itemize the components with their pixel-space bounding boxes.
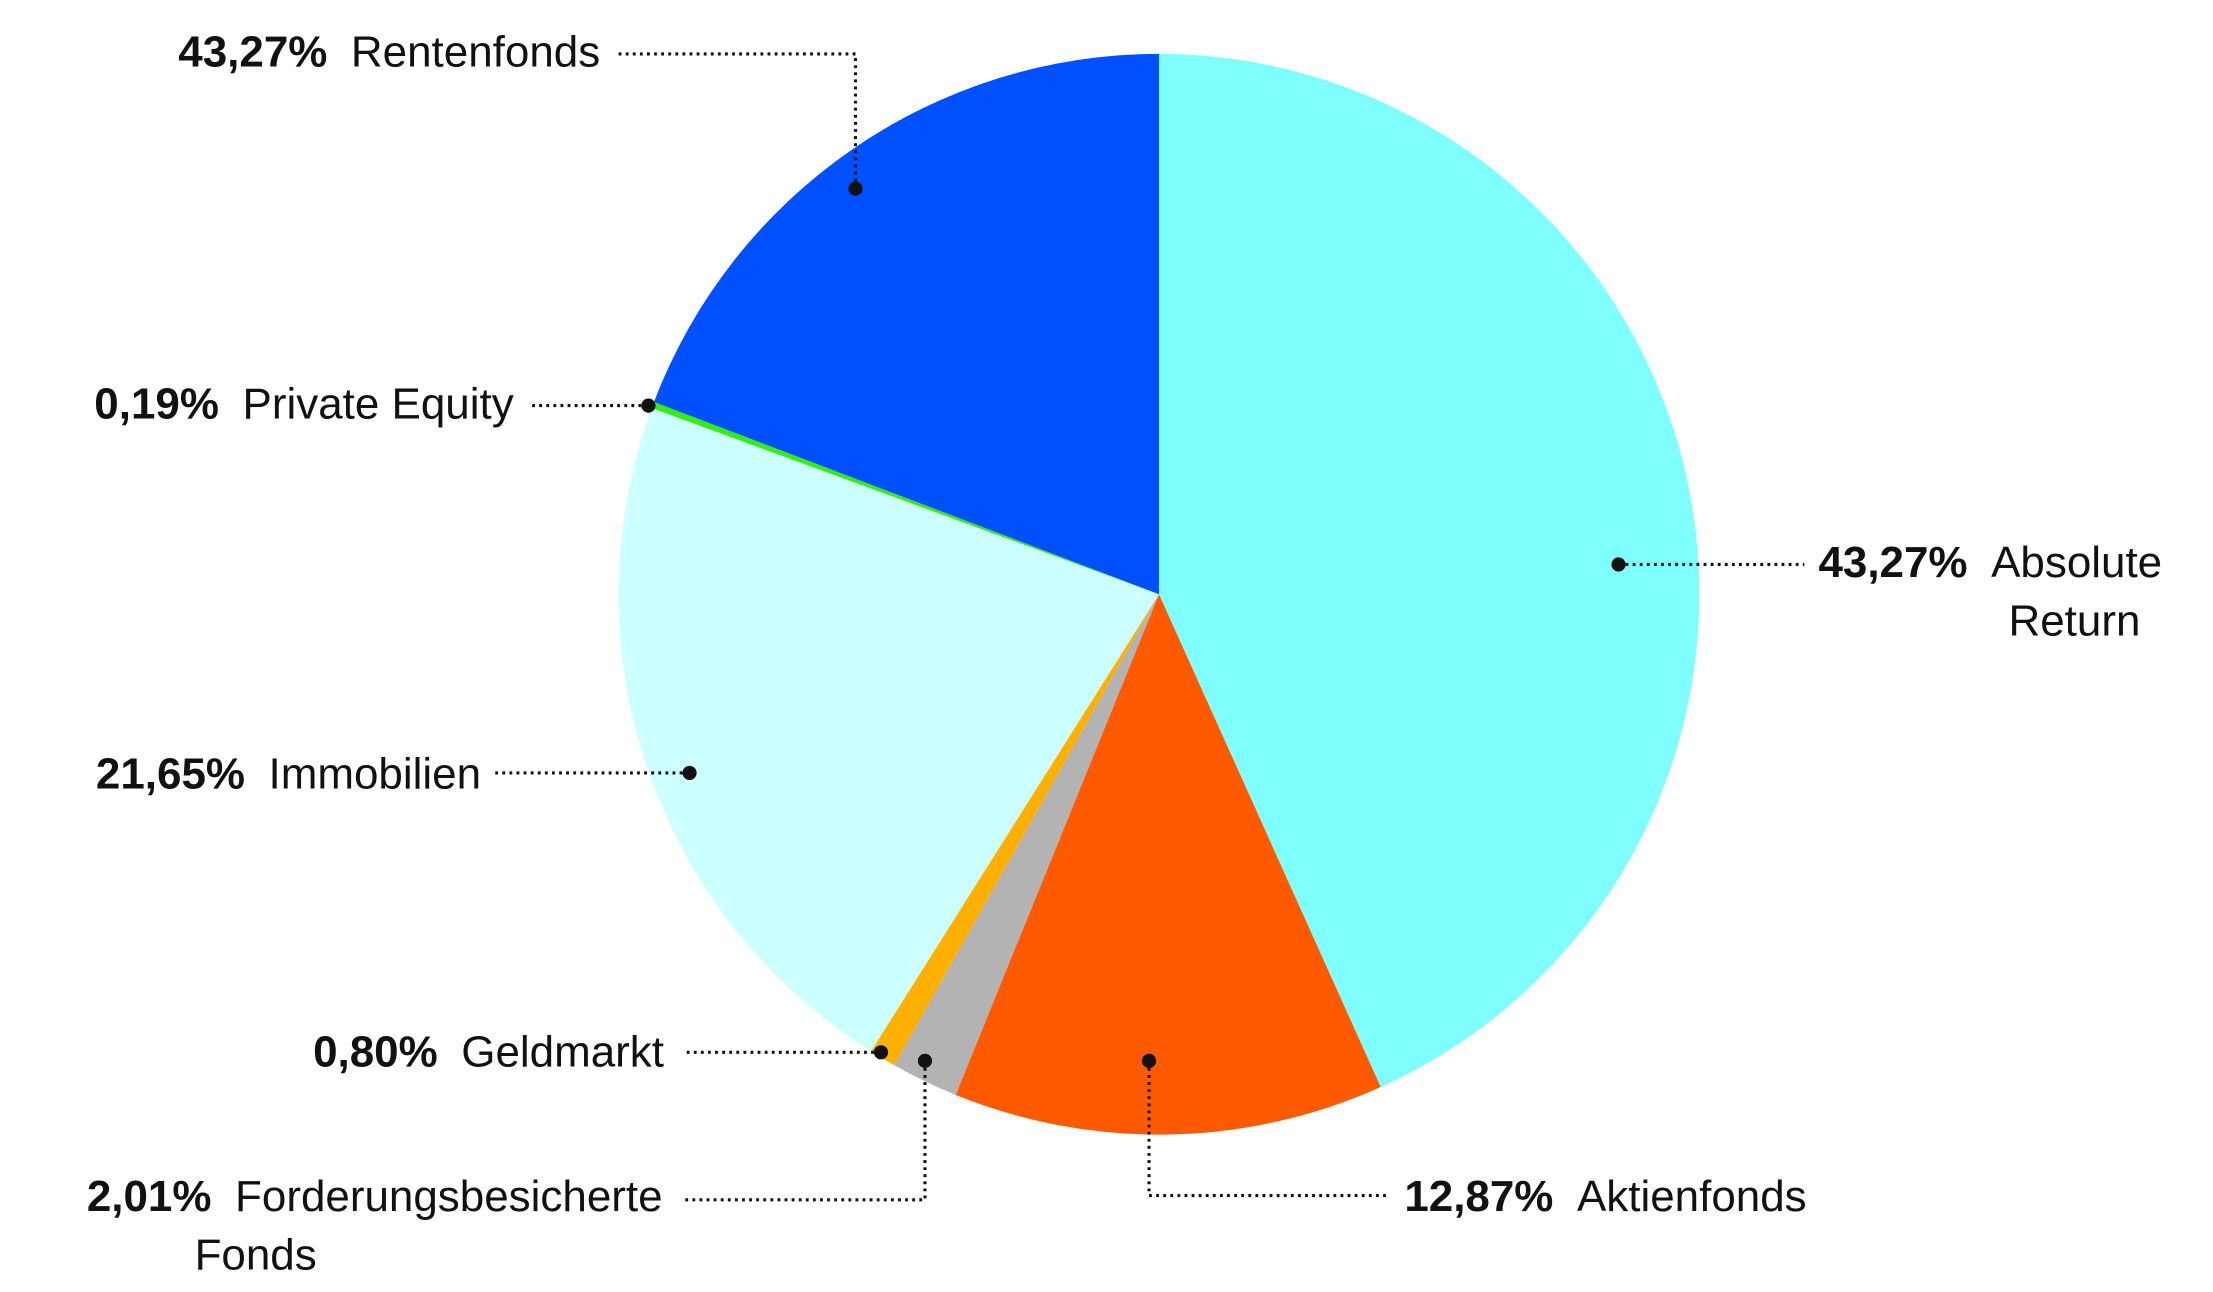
pie-slice-geldmarkt <box>870 594 1159 1066</box>
label-value: 0,80% <box>313 1028 438 1077</box>
label-value: 21,65% <box>96 750 245 799</box>
label-name: Absolute <box>1991 538 2162 587</box>
label-name: Private Equity <box>243 379 514 428</box>
label-value: 43,27% <box>1818 538 1967 587</box>
leader-forderungsbesicherte <box>685 1060 927 1202</box>
marker-private-equity <box>641 398 656 413</box>
label-absolute-return-line2: Return <box>2008 596 2140 645</box>
leader-lines <box>495 52 1805 1202</box>
marker-aktienfonds <box>1141 1053 1157 1068</box>
label-name: Aktienfonds <box>1577 1172 1807 1221</box>
pie-slice-forderungsbesicherte-fonds <box>894 594 1159 1095</box>
label-value: 2,01% <box>87 1172 212 1221</box>
label-value: 43,27% <box>178 28 327 77</box>
pie-slices <box>618 53 1700 1135</box>
label-aktienfonds: 12,87% Aktienfonds <box>1404 1172 1806 1221</box>
marker-forderungsbesicherte <box>917 1053 933 1068</box>
label-name: Rentenfonds <box>351 28 600 77</box>
label-name: Geldmarkt <box>461 1028 664 1077</box>
pie-slice-immobilien <box>618 408 1159 1052</box>
pie-slice-rentenfonds <box>653 53 1159 595</box>
label-geldmarkt: 0,80% Geldmarkt <box>313 1028 664 1077</box>
label-rentenfonds: 43,27% Rentenfonds <box>178 28 600 77</box>
label-immobilien: 21,65% Immobilien <box>96 750 481 799</box>
pie-slice-private-equity <box>651 401 1159 595</box>
label-forderungsbesicherte: 2,01% Forderungsbesicherte <box>87 1172 663 1221</box>
label-name: Immobilien <box>269 750 482 799</box>
marker-rentenfonds <box>848 181 863 196</box>
label-value: 0,19% <box>94 379 219 428</box>
leader-aktienfonds <box>1147 1060 1388 1198</box>
label-name: Forderungsbesicherte <box>235 1172 663 1221</box>
label-private-equity: 0,19% Private Equity <box>94 379 513 428</box>
label-absolute-return: 43,27% Absolute <box>1818 538 2162 587</box>
marker-immobilien <box>682 765 697 781</box>
data-labels: 43,27% Absolute Return 12,87% Aktienfond… <box>87 28 2162 1280</box>
leader-rentenfonds <box>614 52 858 189</box>
label-value: 12,87% <box>1404 1172 1553 1221</box>
label-forderungsbesicherte-line2: Fonds <box>195 1230 317 1279</box>
pie-slice-aktienfonds <box>955 594 1381 1135</box>
marker-geldmarkt <box>873 1045 889 1060</box>
marker-absolute-return <box>1611 557 1626 572</box>
pie-slice-absolute-return <box>1158 53 1700 1087</box>
